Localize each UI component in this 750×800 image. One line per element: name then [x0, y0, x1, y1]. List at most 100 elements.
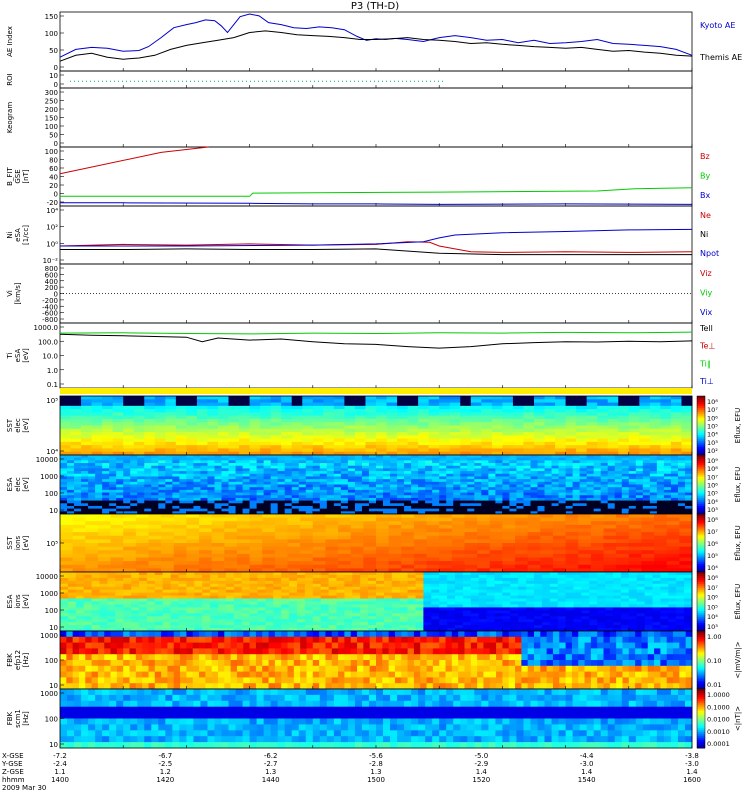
heatmap-cell: [467, 484, 475, 488]
heatmap-cell: [319, 508, 328, 512]
heatmap-cell: [274, 553, 289, 559]
heatmap-cell: [214, 473, 223, 477]
heatmap-cell: [654, 521, 668, 526]
heatmap-cell: [70, 451, 82, 456]
heatmap-cell: [411, 503, 419, 507]
heatmap-cell: [88, 487, 96, 491]
heatmap-cell: [347, 473, 356, 477]
heatmap-cell: [75, 622, 85, 626]
heatmap-cell: [123, 396, 135, 400]
heatmap-cell: [344, 607, 353, 611]
heatmap-cell: [368, 497, 377, 502]
heatmap-cell: [656, 465, 665, 469]
heatmap-cell: [137, 465, 145, 469]
heatmap-cell: [603, 524, 617, 530]
heatmap-cell: [241, 577, 251, 582]
heatmap-cell: [221, 455, 230, 459]
heatmap-cell: [607, 451, 619, 456]
heatmap-cell: [144, 396, 156, 400]
heatmap-cell: [628, 409, 640, 413]
heatmap-cell: [537, 497, 546, 502]
heatmap-cell: [597, 409, 609, 413]
heatmap-cell: [649, 481, 658, 485]
heatmap-cell: [233, 604, 243, 608]
heatmap-cell: [354, 473, 363, 477]
heatmap-cell: [635, 511, 644, 515]
heatmap-cell: [249, 561, 263, 566]
heatmap-cell: [586, 409, 598, 413]
heatmap-cell: [590, 553, 605, 559]
heatmap-cell: [81, 481, 89, 485]
heatmap-cell: [333, 457, 342, 461]
heatmap-cell: [368, 492, 377, 496]
heatmap-cell: [193, 489, 201, 494]
heatmap-cell: [95, 505, 103, 510]
heatmap-cell: [284, 471, 293, 475]
heatmap-cell: [354, 415, 366, 420]
heatmap-cell: [439, 539, 453, 544]
heatmap-cell: [565, 473, 574, 477]
heatmap-cell: [635, 505, 644, 510]
heatmap-cell: [154, 432, 166, 436]
heatmap-cell: [502, 487, 510, 491]
heatmap-cell: [642, 497, 651, 502]
heatmap-cell: [495, 481, 503, 485]
heatmap-cell: [614, 508, 623, 512]
heatmap-cell: [193, 503, 201, 507]
heatmap-cell: [586, 484, 595, 488]
heatmap-cell: [83, 572, 93, 576]
heatmap-cell: [151, 473, 159, 477]
heatmap-cell: [491, 432, 503, 436]
heatmap-cell: [319, 460, 328, 464]
heatmap-cell: [502, 557, 516, 562]
heatmap-cell: [154, 625, 164, 629]
heatmap-cell: [186, 409, 198, 413]
heatmap-cell: [344, 577, 353, 582]
y-axis-label: [eV]: [22, 348, 30, 363]
heatmap-cell: [481, 396, 493, 400]
heatmap-cell: [572, 455, 581, 459]
heatmap-cell: [257, 583, 266, 588]
heatmap-cell: [228, 396, 240, 400]
heatmap-cell: [75, 610, 85, 614]
heatmap-cell: [154, 607, 164, 611]
heatmap-cell: [139, 619, 148, 623]
y-axis-label: elec: [14, 477, 22, 492]
heatmap-cell: [470, 425, 482, 430]
heatmap-cell: [495, 505, 503, 510]
heatmap-cell: [289, 598, 298, 602]
heatmap-cell: [344, 604, 353, 608]
heatmap-cell: [194, 610, 203, 614]
colorbar-step: [697, 411, 705, 415]
heatmap-cell: [274, 561, 289, 566]
heatmap-cell: [115, 586, 124, 591]
heatmap-cell: [123, 473, 131, 477]
heatmap-cell: [130, 511, 138, 515]
heatmap-cell: [354, 457, 363, 461]
heatmap-cell: [228, 438, 240, 443]
heatmap-cell: [235, 455, 244, 459]
heatmap-cell: [426, 553, 440, 559]
heatmap-cell: [319, 479, 328, 483]
y-tick-label: -400: [42, 303, 58, 311]
heatmap-cell: [649, 445, 661, 449]
heatmap-cell: [344, 428, 356, 433]
heatmap-cell: [460, 465, 468, 469]
heatmap-cell: [347, 476, 356, 480]
heatmap-cell: [154, 601, 164, 605]
heatmap-cell: [67, 497, 75, 502]
heatmap-cell: [319, 465, 328, 469]
heatmap-cell: [488, 463, 496, 467]
heatmap-cell: [537, 476, 546, 480]
heatmap-cell: [639, 418, 651, 423]
heatmap-cell: [263, 508, 272, 512]
heatmap-cell: [439, 463, 447, 467]
heatmap-cell: [312, 589, 322, 594]
heatmap-cell: [600, 460, 609, 464]
heatmap-cell: [302, 399, 314, 404]
heatmap-cell: [262, 517, 276, 522]
heatmap-cell: [565, 557, 579, 562]
heatmap-cell: [523, 441, 535, 446]
heatmap-cell: [467, 497, 475, 502]
heatmap-cell: [451, 517, 465, 522]
